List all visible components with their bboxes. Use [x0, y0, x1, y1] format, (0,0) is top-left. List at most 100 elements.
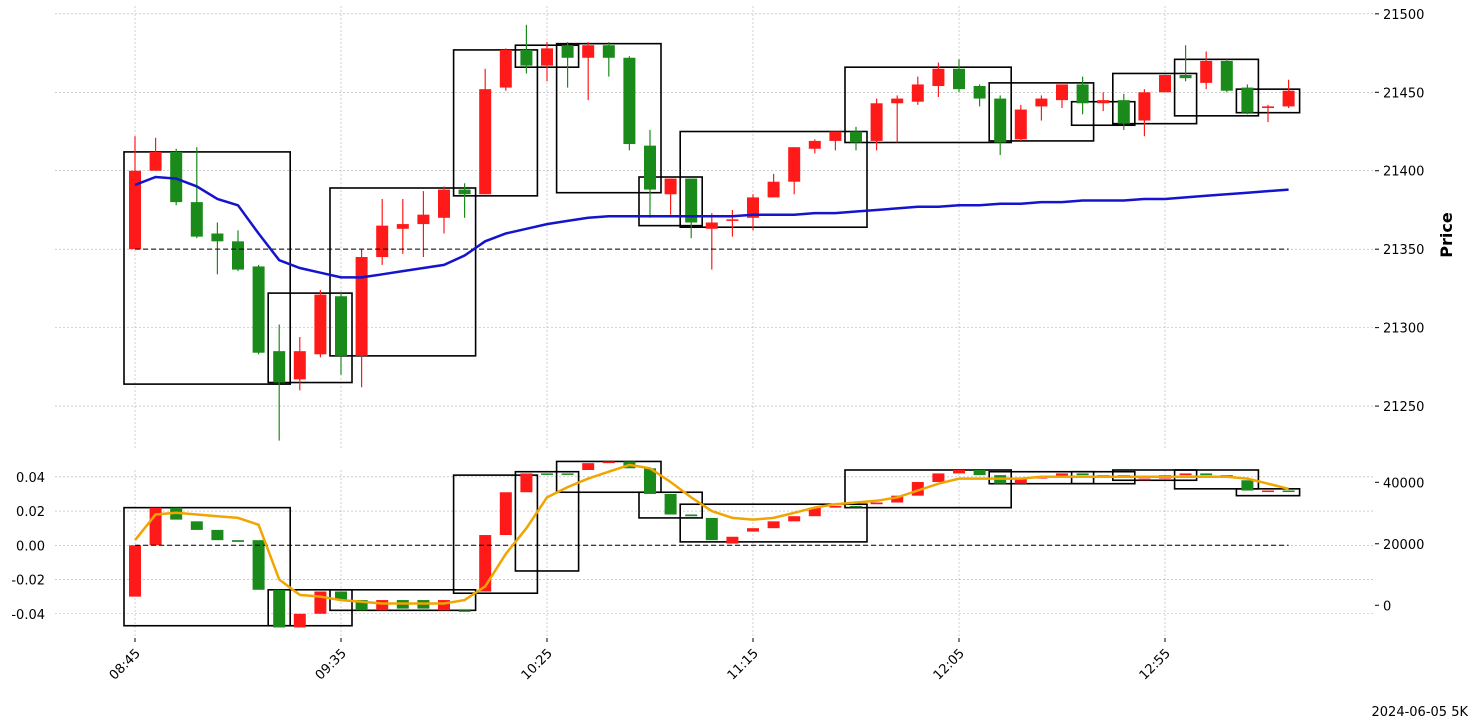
candle-body	[953, 68, 965, 90]
candle-body	[705, 222, 718, 229]
indicator-bar	[850, 505, 862, 508]
indicator-left-tick-label: -0.04	[11, 608, 45, 623]
price-tick-label: 21450	[1383, 86, 1424, 101]
price-range-box	[1112, 72, 1198, 125]
candle-body	[994, 98, 1007, 143]
candle-body	[1220, 60, 1233, 91]
price-range-box	[329, 187, 477, 357]
indicator-right-tick-label: 40000	[1383, 476, 1424, 491]
indicator-bar	[664, 493, 677, 515]
candle-body	[1056, 84, 1068, 101]
price-range-box	[267, 292, 353, 384]
price-tick-label: 21300	[1383, 322, 1424, 337]
indicator-right-tick-label: 20000	[1383, 538, 1424, 553]
indicator-bar	[499, 492, 512, 536]
indicator-bar	[747, 528, 759, 532]
candle-body	[396, 224, 409, 229]
candle-body	[458, 189, 471, 195]
candle-body	[1159, 75, 1171, 93]
candle-body	[149, 151, 162, 171]
candle-body	[417, 214, 430, 225]
indicator-bar	[232, 540, 244, 542]
price-range-box	[844, 66, 1012, 144]
candle-body	[685, 178, 698, 223]
indicator-range-box	[267, 588, 353, 627]
indicator-bar	[541, 473, 553, 475]
indicator-bar	[252, 540, 265, 590]
indicator-bar	[932, 473, 945, 482]
candle-body	[314, 294, 327, 355]
candle-body	[1035, 98, 1048, 107]
price-tick-label: 21350	[1383, 243, 1424, 258]
indicator-bar	[1282, 490, 1295, 493]
indicator-bar	[705, 517, 718, 541]
indicator-bar	[829, 505, 842, 508]
indicator-bar	[582, 463, 595, 470]
candle-body	[747, 197, 759, 218]
indicator-bar	[788, 516, 801, 522]
indicator-bar	[726, 536, 739, 544]
price-axis-label: Price	[1437, 212, 1456, 258]
candle-body	[973, 86, 986, 99]
indicator-range-box	[844, 469, 1012, 509]
candle-body	[232, 241, 244, 270]
chart-footer: 2024-06-05 5K	[1372, 705, 1469, 720]
candle-body	[541, 48, 553, 66]
candle-body	[129, 170, 141, 250]
indicator-bar	[1241, 480, 1254, 491]
price-range-box	[452, 49, 539, 197]
indicator-bar	[335, 591, 347, 601]
candle-body	[520, 49, 533, 66]
candle-body	[252, 266, 265, 353]
indicator-range-box	[452, 474, 539, 595]
indicator-range-box	[514, 470, 580, 572]
candle-body	[870, 103, 883, 141]
candle-body	[644, 145, 656, 190]
indicator-bar	[953, 470, 965, 474]
candle-body	[1138, 92, 1151, 121]
candle-body	[582, 45, 595, 58]
candle-body	[767, 181, 780, 198]
indicator-bar	[1200, 473, 1213, 476]
indicator-bar	[190, 521, 203, 530]
candle-body	[335, 296, 347, 356]
axes: 21250 21300 21350 21400 21450 21500 0.04 0.02 0.…	[11, 8, 1424, 683]
indicator-bar	[293, 613, 306, 628]
candle-body	[891, 98, 904, 104]
indicator-smooth-line	[134, 463, 1289, 605]
x-tick-label: 12:05	[931, 646, 968, 683]
candle-body	[829, 131, 842, 141]
candle-body	[355, 257, 368, 356]
candle-body	[726, 219, 739, 221]
indicator-bar	[376, 600, 389, 611]
indicator-right-tick-label: 0	[1383, 599, 1391, 614]
indicator-left-tick-label: 0.04	[16, 471, 45, 486]
candle-body	[1117, 100, 1130, 124]
moving-average-line	[134, 175, 1289, 279]
indicator-bar	[767, 521, 780, 529]
indicator-bar	[273, 589, 286, 628]
candle-body	[376, 225, 389, 258]
indicator-range-box	[1173, 469, 1260, 490]
candle-body	[170, 151, 183, 203]
candle-body	[1241, 87, 1254, 113]
candle-body	[1076, 84, 1089, 104]
x-tick-label: 11:15	[725, 646, 762, 683]
candle-body	[211, 233, 224, 242]
candle-body	[602, 45, 615, 58]
price-tick-label: 21250	[1383, 400, 1424, 415]
candle-body	[293, 351, 306, 380]
indicator-bar	[685, 514, 698, 517]
indicator-bar	[808, 507, 821, 517]
candle-body	[1097, 100, 1110, 104]
candles	[129, 24, 1295, 628]
candle-body	[1200, 60, 1213, 83]
indicator-bar	[973, 470, 986, 476]
price-range-box	[638, 176, 704, 227]
indicator-bar	[129, 545, 141, 597]
candle-body	[499, 49, 512, 88]
x-tick-label: 08:45	[107, 646, 144, 683]
indicator-left-tick-label: 0.02	[16, 505, 45, 520]
indicator-left-tick-label: 0.00	[16, 539, 45, 554]
